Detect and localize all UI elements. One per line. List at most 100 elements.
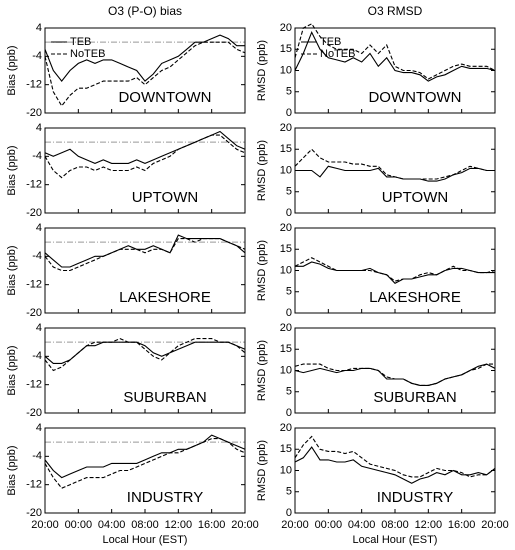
y-tick-label: 15 xyxy=(280,443,292,455)
plot-frame xyxy=(44,227,246,314)
x-axis-label: Local Hour (EST) xyxy=(103,534,188,546)
y-tick-label: 20 xyxy=(280,322,292,334)
x-tick-label: 12:00 xyxy=(165,519,193,531)
y-tick-label: 5 xyxy=(286,86,292,98)
y-tick-label: -12 xyxy=(26,279,42,291)
y-tick-label: 10 xyxy=(280,264,292,276)
y-axis-label: RMSD (ppb) xyxy=(256,140,268,201)
panel-label: DOWNTOWN xyxy=(118,89,211,106)
series-line xyxy=(44,438,246,489)
panel-label: SUBURBAN xyxy=(373,389,456,406)
panel-title: O3 (P-O) bias xyxy=(108,4,182,18)
y-tick-label: 20 xyxy=(280,422,292,434)
y-tick-label: -12 xyxy=(26,379,42,391)
y-tick-label: 0 xyxy=(286,507,292,519)
series-line xyxy=(44,41,246,107)
y-tick-label: 15 xyxy=(280,43,292,55)
y-tick-label: 20 xyxy=(280,22,292,34)
y-tick-label: -4 xyxy=(32,350,42,362)
plot-frame xyxy=(44,327,246,414)
y-tick-label: -20 xyxy=(26,107,42,119)
y-tick-label: 20 xyxy=(280,222,292,234)
series-line xyxy=(44,341,246,364)
y-tick-label: -12 xyxy=(26,179,42,191)
x-tick-label: 12:00 xyxy=(415,519,443,531)
series-line xyxy=(294,30,496,82)
y-axis-label: RMSD (ppb) xyxy=(256,340,268,401)
y-axis-label: Bias (ppb) xyxy=(6,145,18,195)
y-tick-label: -4 xyxy=(32,250,42,262)
legend-label: NoTEB xyxy=(70,48,105,60)
plot-frame xyxy=(44,427,246,514)
series-line xyxy=(294,23,496,80)
y-tick-label: 0 xyxy=(286,407,292,419)
x-tick-label: 04:00 xyxy=(348,519,376,531)
y-tick-label: -12 xyxy=(26,479,42,491)
y-tick-label: 10 xyxy=(280,464,292,476)
y-tick-label: 5 xyxy=(286,386,292,398)
legend-label: TEB xyxy=(320,36,341,48)
y-tick-label: 15 xyxy=(280,343,292,355)
series-line xyxy=(44,434,246,479)
y-axis-label: Bias (ppb) xyxy=(6,245,18,295)
y-tick-label: 20 xyxy=(280,122,292,134)
y-tick-label: 5 xyxy=(286,186,292,198)
y-tick-label: -4 xyxy=(32,450,42,462)
series-line xyxy=(44,130,246,164)
legend-label: TEB xyxy=(70,36,91,48)
panel-label: INDUSTRY xyxy=(377,489,453,506)
x-tick-label: 08:00 xyxy=(131,519,159,531)
y-tick-label: 0 xyxy=(286,207,292,219)
y-tick-label: -4 xyxy=(32,150,42,162)
y-tick-label: 15 xyxy=(280,143,292,155)
plot-frame xyxy=(294,227,496,314)
x-tick-label: 20:00 xyxy=(231,519,259,531)
x-tick-label: 20:00 xyxy=(31,519,59,531)
y-tick-label: 4 xyxy=(36,122,42,134)
y-tick-label: 0 xyxy=(286,107,292,119)
y-tick-label: -20 xyxy=(26,207,42,219)
y-axis-label: RMSD (ppb) xyxy=(256,40,268,101)
x-tick-label: 00:00 xyxy=(315,519,343,531)
y-axis-label: RMSD (ppb) xyxy=(256,240,268,301)
y-tick-label: 10 xyxy=(280,64,292,76)
x-tick-label: 08:00 xyxy=(381,519,409,531)
panel-label: LAKESHORE xyxy=(119,289,211,306)
panel-title: O3 RMSD xyxy=(368,4,423,18)
y-tick-label: -20 xyxy=(26,307,42,319)
series-line xyxy=(294,257,496,282)
y-tick-label: 4 xyxy=(36,222,42,234)
legend-label: NoTEB xyxy=(320,48,355,60)
y-tick-label: 4 xyxy=(36,322,42,334)
y-tick-label: -4 xyxy=(32,50,42,62)
y-axis-label: RMSD (ppb) xyxy=(256,440,268,501)
y-tick-label: 10 xyxy=(280,164,292,176)
plot-frame xyxy=(44,27,246,114)
panel-label: DOWNTOWN xyxy=(368,89,461,106)
plot-frame xyxy=(44,127,246,214)
y-tick-label: 10 xyxy=(280,364,292,376)
series-line xyxy=(294,446,496,484)
series-line xyxy=(44,134,246,179)
panel-label: LAKESHORE xyxy=(369,289,461,306)
panel-label: UPTOWN xyxy=(382,189,448,206)
panel-label: INDUSTRY xyxy=(127,489,203,506)
panel-label: SUBURBAN xyxy=(123,389,206,406)
y-axis-label: Bias (ppb) xyxy=(6,445,18,495)
x-axis-label: Local Hour (EST) xyxy=(353,534,438,546)
plot-frame xyxy=(294,327,496,414)
y-tick-label: -12 xyxy=(26,79,42,91)
plot-frame xyxy=(294,427,496,514)
y-tick-label: -20 xyxy=(26,407,42,419)
y-tick-label: -20 xyxy=(26,507,42,519)
series-line xyxy=(44,34,245,82)
y-axis-label: Bias (ppb) xyxy=(6,345,18,395)
x-tick-label: 16:00 xyxy=(198,519,226,531)
y-tick-label: 4 xyxy=(36,22,42,34)
y-tick-label: 5 xyxy=(286,486,292,498)
series-line xyxy=(44,338,246,372)
y-tick-label: 5 xyxy=(286,286,292,298)
panel-label: UPTOWN xyxy=(132,189,198,206)
